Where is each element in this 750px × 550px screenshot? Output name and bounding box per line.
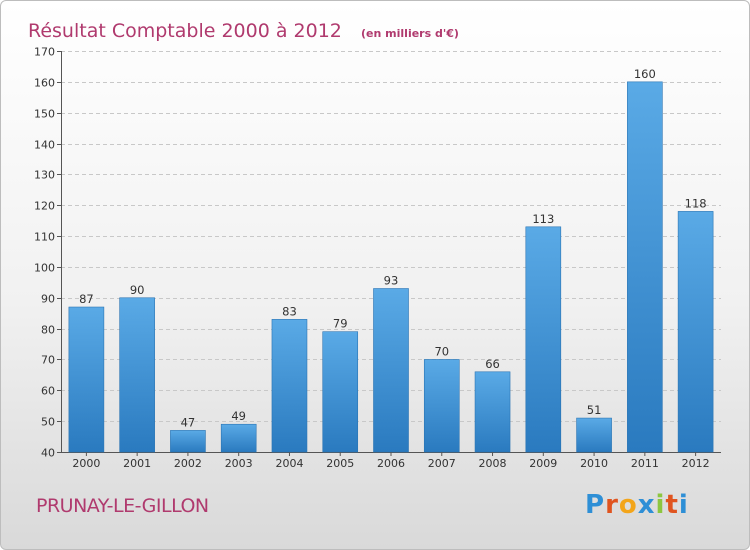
- data-label-2009: 113: [532, 212, 554, 226]
- logo-letter: P: [585, 490, 606, 520]
- y-tick-label: 40: [41, 447, 55, 460]
- y-tick-label: 60: [41, 385, 55, 398]
- y-tick-label: 150: [34, 108, 55, 121]
- y-tick-label: 90: [41, 293, 55, 306]
- x-tick-label-2002: 2002: [174, 457, 202, 470]
- chart-title: Résultat Comptable 2000 à 2012 (en milli…: [28, 7, 459, 45]
- x-tick-label-2001: 2001: [123, 457, 151, 470]
- x-tick-label-2004: 2004: [275, 457, 303, 470]
- data-label-2000: 87: [79, 292, 94, 306]
- logo-letter: t: [665, 490, 679, 520]
- y-tick-label: 70: [41, 354, 55, 367]
- x-tick-label-2005: 2005: [326, 457, 354, 470]
- title-main: Résultat Comptable 2000 à 2012: [28, 20, 342, 42]
- data-label-2003: 49: [231, 409, 246, 423]
- y-tick-label: 110: [34, 231, 55, 244]
- x-tick-label-2011: 2011: [631, 457, 659, 470]
- data-label-2012: 118: [685, 196, 707, 210]
- data-label-2002: 47: [181, 415, 196, 429]
- x-tick-label-2003: 2003: [225, 457, 253, 470]
- data-label-2008: 66: [485, 357, 500, 371]
- bar-2008: [474, 371, 511, 453]
- y-tick-label: 80: [41, 324, 55, 337]
- data-label-2001: 90: [130, 283, 145, 297]
- y-tick-label: 100: [34, 262, 55, 275]
- commune-name: PRUNAY-LE-GILLON: [36, 495, 209, 517]
- bar-2002: [170, 430, 206, 453]
- bar-2001: [119, 297, 155, 453]
- y-tick-label: 120: [34, 200, 55, 213]
- data-label-2010: 51: [587, 403, 602, 417]
- bar-2000: [68, 306, 105, 453]
- y-tick-label: 130: [34, 169, 55, 182]
- data-label-2004: 83: [282, 304, 297, 318]
- x-tick-label-2006: 2006: [377, 457, 405, 470]
- y-tick-label: 140: [34, 139, 55, 152]
- data-label-2007: 70: [434, 344, 449, 358]
- logo-letter: r: [605, 490, 619, 520]
- data-label-2005: 79: [333, 317, 348, 331]
- x-tick-label-2009: 2009: [529, 457, 557, 470]
- data-label-2006: 93: [384, 274, 399, 288]
- bar-2010: [576, 417, 612, 453]
- logo-letter: o: [618, 490, 638, 520]
- y-tick-label: 50: [41, 416, 55, 429]
- y-tick-label: 170: [34, 46, 55, 59]
- bar-2012: [677, 211, 714, 453]
- bar-2005: [322, 331, 359, 453]
- proxiti-logo: Proxiti: [585, 490, 689, 520]
- bar-2003: [220, 423, 257, 453]
- x-tick-label-2012: 2012: [682, 457, 710, 470]
- logo-letter: x: [637, 490, 656, 520]
- bar-2007: [423, 359, 460, 453]
- title-unit: (en milliers d'€): [361, 27, 459, 40]
- data-label-2011: 160: [634, 67, 656, 81]
- logo-letter: i: [655, 490, 666, 520]
- bar-2006: [373, 288, 409, 453]
- bar-2004: [271, 319, 308, 453]
- x-tick-label-2007: 2007: [428, 457, 456, 470]
- x-tick-label-2000: 2000: [72, 457, 100, 470]
- bar-2009: [525, 226, 562, 453]
- bar-2011: [627, 81, 663, 453]
- x-tick-label-2008: 2008: [479, 457, 507, 470]
- logo-letter: i: [678, 490, 689, 520]
- y-tick-label: 160: [34, 77, 55, 90]
- x-tick-label-2010: 2010: [580, 457, 608, 470]
